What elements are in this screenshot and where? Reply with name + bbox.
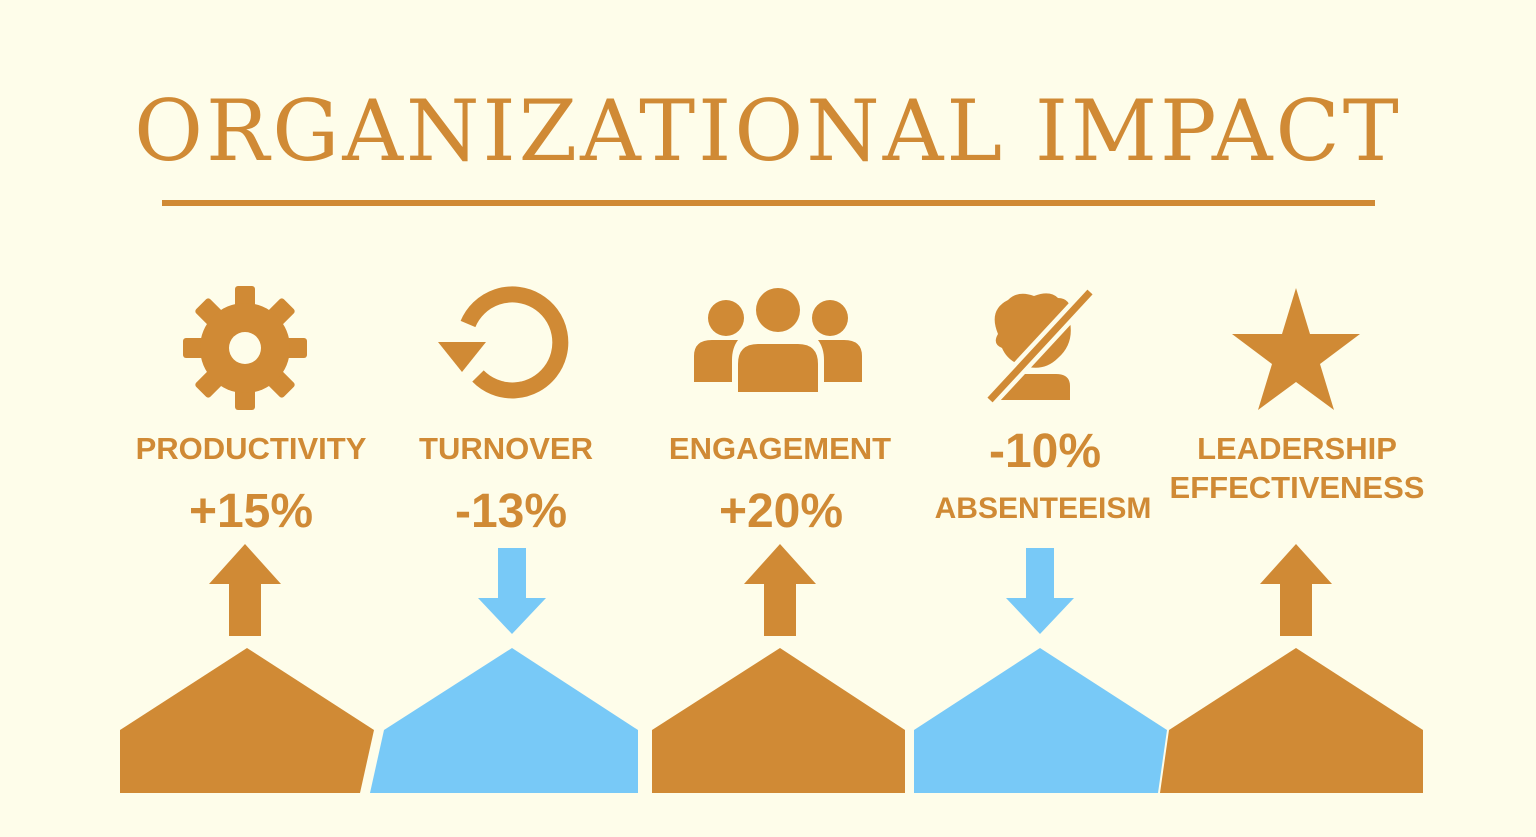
base-block-leadership [1160, 648, 1423, 793]
metric-label-absenteeism: ABSENTEEISM [934, 492, 1152, 525]
base-block-absenteeism [914, 648, 1167, 793]
person-slash-icon [984, 286, 1096, 406]
base-block-productivity [120, 648, 374, 793]
title-underline [162, 200, 1375, 206]
down-arrow-absenteeism [1006, 548, 1074, 634]
metric-label-leadership-line2: EFFECTIVENESS [1169, 470, 1425, 505]
metric-label-engagement: ENGAGEMENT [668, 431, 892, 466]
metric-label-turnover: TURNOVER [419, 431, 593, 466]
gear-icon [183, 286, 307, 410]
metric-label-productivity: PRODUCTIVITY [135, 431, 367, 466]
metric-value-absenteeism: -10% [988, 425, 1102, 478]
metric-value-productivity: +15% [188, 485, 314, 538]
refresh-icon [438, 286, 569, 399]
up-arrow-leadership [1260, 544, 1332, 636]
down-arrow-turnover [478, 548, 546, 634]
people-group-icon [694, 284, 862, 392]
star-icon [1232, 288, 1360, 410]
base-block-turnover [370, 648, 638, 793]
metric-label-leadership-line1: LEADERSHIP [1197, 431, 1397, 466]
up-arrow-engagement [744, 544, 816, 636]
base-block-engagement [652, 648, 905, 793]
metric-value-turnover: -13% [454, 485, 568, 538]
metric-value-engagement: +20% [718, 485, 844, 538]
page-title: ORGANIZATIONAL IMPACT [134, 82, 1402, 180]
up-arrow-productivity [209, 544, 281, 636]
